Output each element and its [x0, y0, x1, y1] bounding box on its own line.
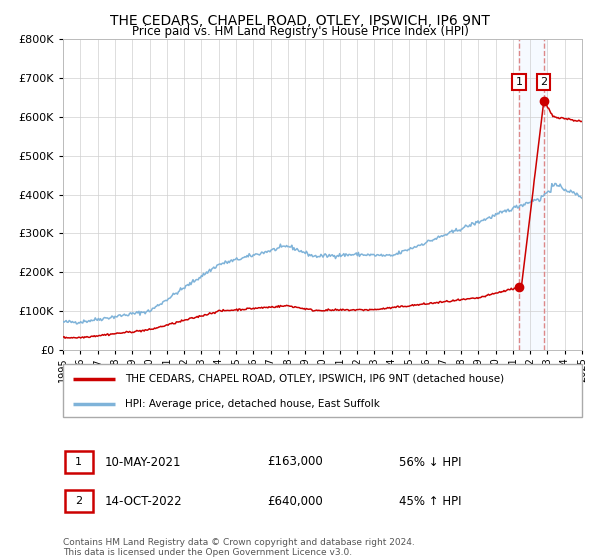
Text: 14-OCT-2022: 14-OCT-2022 [105, 494, 182, 508]
Text: £163,000: £163,000 [267, 455, 323, 469]
Text: 2: 2 [75, 496, 82, 506]
Text: 45% ↑ HPI: 45% ↑ HPI [399, 494, 461, 508]
Bar [518, 39, 548, 350]
Text: Contains HM Land Registry data © Crown copyright and database right 2024.
This d: Contains HM Land Registry data © Crown c… [63, 538, 415, 557]
Text: Price paid vs. HM Land Registry's House Price Index (HPI): Price paid vs. HM Land Registry's House … [131, 25, 469, 38]
Text: THE CEDARS, CHAPEL ROAD, OTLEY, IPSWICH, IP6 9NT: THE CEDARS, CHAPEL ROAD, OTLEY, IPSWICH,… [110, 14, 490, 28]
Text: £640,000: £640,000 [267, 494, 323, 508]
Text: HPI: Average price, detached house, East Suffolk: HPI: Average price, detached house, East… [125, 399, 380, 409]
Text: 56% ↓ HPI: 56% ↓ HPI [399, 455, 461, 469]
Text: 10-MAY-2021: 10-MAY-2021 [105, 455, 182, 469]
Text: 1: 1 [515, 77, 523, 87]
Text: 1: 1 [75, 457, 82, 467]
Text: 2: 2 [540, 77, 547, 87]
Text: THE CEDARS, CHAPEL ROAD, OTLEY, IPSWICH, IP6 9NT (detached house): THE CEDARS, CHAPEL ROAD, OTLEY, IPSWICH,… [125, 374, 505, 384]
